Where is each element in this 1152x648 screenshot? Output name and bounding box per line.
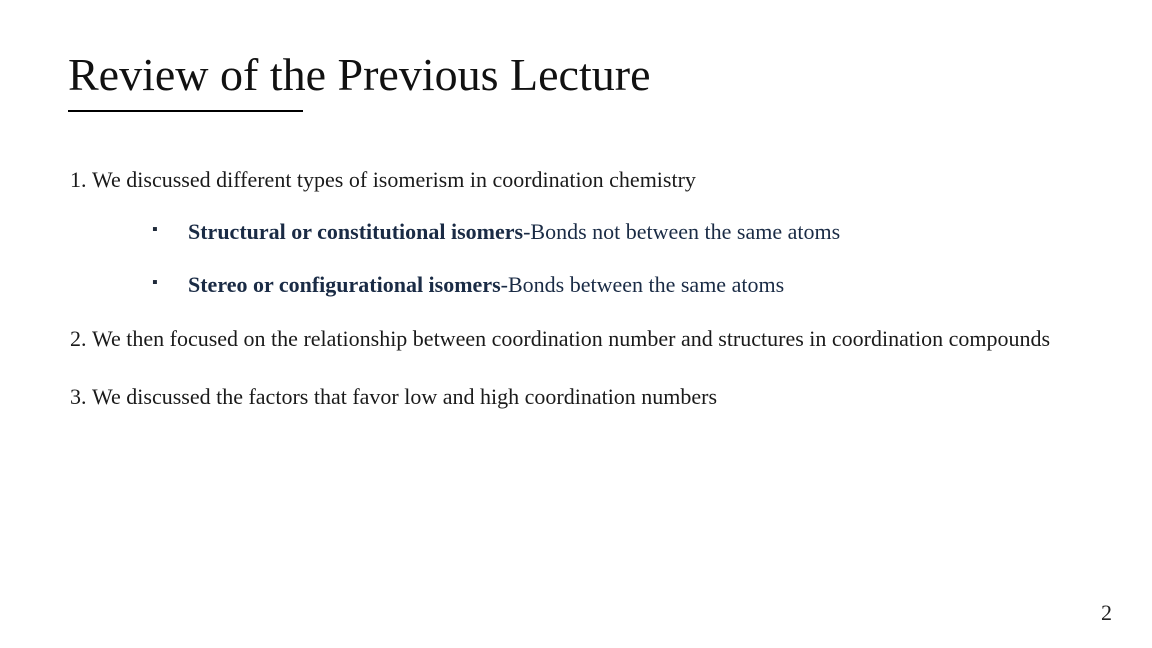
slide-title: Review of the Previous Lecture [68,50,650,101]
point-2-text: We then focused on the relationship betw… [92,326,1050,351]
slide-body: We discussed different types of isomeris… [58,165,1122,439]
sub-1b-rest: -Bonds between the same atoms [501,272,785,297]
page-number: 2 [1101,600,1112,626]
sub-1b-bold: Stereo or configurational isomers [188,272,501,297]
sub-1a-rest: -Bonds not between the same atoms [523,219,840,244]
sub-1b: Stereo or configurational isomers-Bonds … [152,270,1122,300]
point-3: We discussed the factors that favor low … [92,382,1122,412]
point-1: We discussed different types of isomeris… [92,165,1122,300]
point-1-text: We discussed different types of isomeris… [92,167,696,192]
point-1-sublist: Structural or constitutional isomers-Bon… [92,217,1122,300]
point-3-text: We discussed the factors that favor low … [92,384,717,409]
point-2: We then focused on the relationship betw… [92,324,1122,354]
sub-1a: Structural or constitutional isomers-Bon… [152,217,1122,247]
title-underline [68,110,303,112]
sub-1a-bold: Structural or constitutional isomers [188,219,523,244]
slide: Review of the Previous Lecture We discus… [0,0,1152,648]
main-list: We discussed different types of isomeris… [58,165,1122,411]
